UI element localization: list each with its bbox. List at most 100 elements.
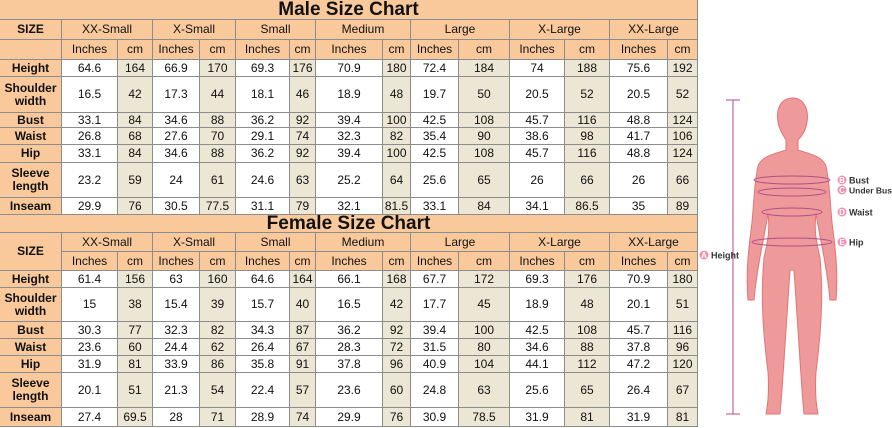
unit-label: cm bbox=[382, 39, 411, 60]
measure-value: 23.6 bbox=[315, 372, 383, 408]
measure-value: 104 bbox=[458, 355, 510, 373]
measure-value: 82 bbox=[199, 321, 236, 339]
size-name: XX-Large bbox=[609, 232, 698, 252]
size-name: X-Small bbox=[152, 232, 236, 252]
measure-value: 35 bbox=[609, 197, 668, 215]
measure-value: 42 bbox=[117, 76, 153, 113]
measure-value: 86.5 bbox=[564, 197, 610, 215]
measure-value: 70.9 bbox=[315, 59, 383, 77]
measure-value: 66 bbox=[667, 162, 698, 198]
measure-value: 84 bbox=[117, 144, 153, 163]
unit-label: cm bbox=[382, 251, 411, 271]
measure-value: 89 bbox=[667, 197, 698, 215]
unit-label: cm bbox=[117, 251, 153, 271]
measure-value: 26 bbox=[609, 162, 668, 198]
label-badge bbox=[837, 207, 847, 217]
measure-value: 59 bbox=[117, 162, 153, 198]
measure-value: 40.9 bbox=[410, 355, 459, 373]
measure-value: 48.8 bbox=[609, 144, 668, 163]
measure-value: 66 bbox=[564, 162, 610, 198]
measure-value: 40 bbox=[289, 287, 316, 322]
measure-value: 84 bbox=[117, 112, 153, 128]
measure-value: 180 bbox=[667, 270, 698, 288]
measure-value: 41.7 bbox=[609, 127, 668, 145]
measure-value: 24.4 bbox=[152, 338, 200, 356]
unit-label: cm bbox=[199, 251, 236, 271]
measure-value: 45.7 bbox=[609, 321, 668, 339]
measure-value: 61.4 bbox=[61, 270, 118, 288]
measure-value: 108 bbox=[564, 321, 610, 339]
measure-value: 68 bbox=[117, 127, 153, 145]
measure-value: 20.5 bbox=[509, 76, 565, 113]
waist-line bbox=[761, 207, 823, 217]
label-letter: D bbox=[839, 208, 845, 217]
unit-label: cm bbox=[199, 39, 236, 60]
measure-value: 34.6 bbox=[152, 144, 200, 163]
row-label: Shoulder width bbox=[0, 76, 62, 113]
unit-label: Inches bbox=[152, 39, 200, 60]
unit-label: cm bbox=[667, 39, 698, 60]
measure-value: 54 bbox=[199, 372, 236, 408]
measure-value: 112 bbox=[564, 355, 610, 373]
unit-label: Inches bbox=[61, 39, 118, 60]
unit-label: Inches bbox=[410, 39, 459, 60]
unit-label: Inches bbox=[235, 39, 290, 60]
measure-value: 66.9 bbox=[152, 59, 200, 77]
measure-value: 30.5 bbox=[152, 197, 200, 215]
measure-value: 108 bbox=[458, 144, 510, 163]
measure-value: 44 bbox=[199, 76, 236, 113]
measure-value: 42 bbox=[382, 287, 411, 322]
measure-value: 34.1 bbox=[509, 197, 565, 215]
unit-label: Inches bbox=[315, 39, 383, 60]
measure-value: 106 bbox=[667, 127, 698, 145]
measure-value: 33.9 bbox=[152, 355, 200, 373]
measure-value: 172 bbox=[458, 270, 510, 288]
row-label: Hip bbox=[0, 144, 62, 163]
measure-value: 48 bbox=[382, 76, 411, 113]
measure-value: 76 bbox=[382, 407, 411, 427]
label-letter: C bbox=[839, 186, 845, 195]
measure-value: 36.2 bbox=[315, 321, 383, 339]
measure-value: 20.5 bbox=[609, 76, 668, 113]
measure-value: 88 bbox=[564, 338, 610, 356]
measure-value: 52 bbox=[564, 76, 610, 113]
measure-value: 91 bbox=[289, 355, 316, 373]
size-name: Small bbox=[235, 232, 316, 252]
measure-value: 29.9 bbox=[315, 407, 383, 427]
unit-label: cm bbox=[289, 39, 316, 60]
measure-value: 30.9 bbox=[410, 407, 459, 427]
measure-value: 74 bbox=[289, 127, 316, 145]
measure-value: 180 bbox=[382, 59, 411, 77]
measure-value: 22.4 bbox=[235, 372, 290, 408]
measure-value: 92 bbox=[289, 144, 316, 163]
measure-value: 52 bbox=[667, 76, 698, 113]
measure-value: 81 bbox=[117, 355, 153, 373]
measure-value: 21.3 bbox=[152, 372, 200, 408]
row-label: Inseam bbox=[0, 407, 62, 427]
measure-value: 48.8 bbox=[609, 112, 668, 128]
measure-value: 28 bbox=[152, 407, 200, 427]
measure-value: 33.1 bbox=[61, 112, 118, 128]
measure-value: 44.1 bbox=[509, 355, 565, 373]
measure-value: 20.1 bbox=[61, 372, 118, 408]
measure-value: 34.6 bbox=[509, 338, 565, 356]
measure-value: 92 bbox=[382, 321, 411, 339]
measure-value: 60 bbox=[117, 338, 153, 356]
measure-value: 29.1 bbox=[235, 127, 290, 145]
label-letter: A bbox=[701, 251, 707, 260]
measure-value: 30.3 bbox=[61, 321, 118, 339]
measure-value: 69.5 bbox=[117, 407, 153, 427]
label-badge bbox=[837, 185, 847, 195]
unit-label: cm bbox=[458, 39, 510, 60]
unit-label: Inches bbox=[410, 251, 459, 271]
label-badge bbox=[699, 250, 709, 260]
size-name: Large bbox=[410, 19, 510, 40]
measure-value: 100 bbox=[382, 144, 411, 163]
measure-value: 32.3 bbox=[152, 321, 200, 339]
measure-value: 92 bbox=[289, 112, 316, 128]
measure-value: 116 bbox=[667, 321, 698, 339]
measure-value: 74 bbox=[289, 407, 316, 427]
underbust-line bbox=[757, 187, 827, 197]
measure-value: 18.9 bbox=[509, 287, 565, 322]
measure-value: 98 bbox=[564, 127, 610, 145]
